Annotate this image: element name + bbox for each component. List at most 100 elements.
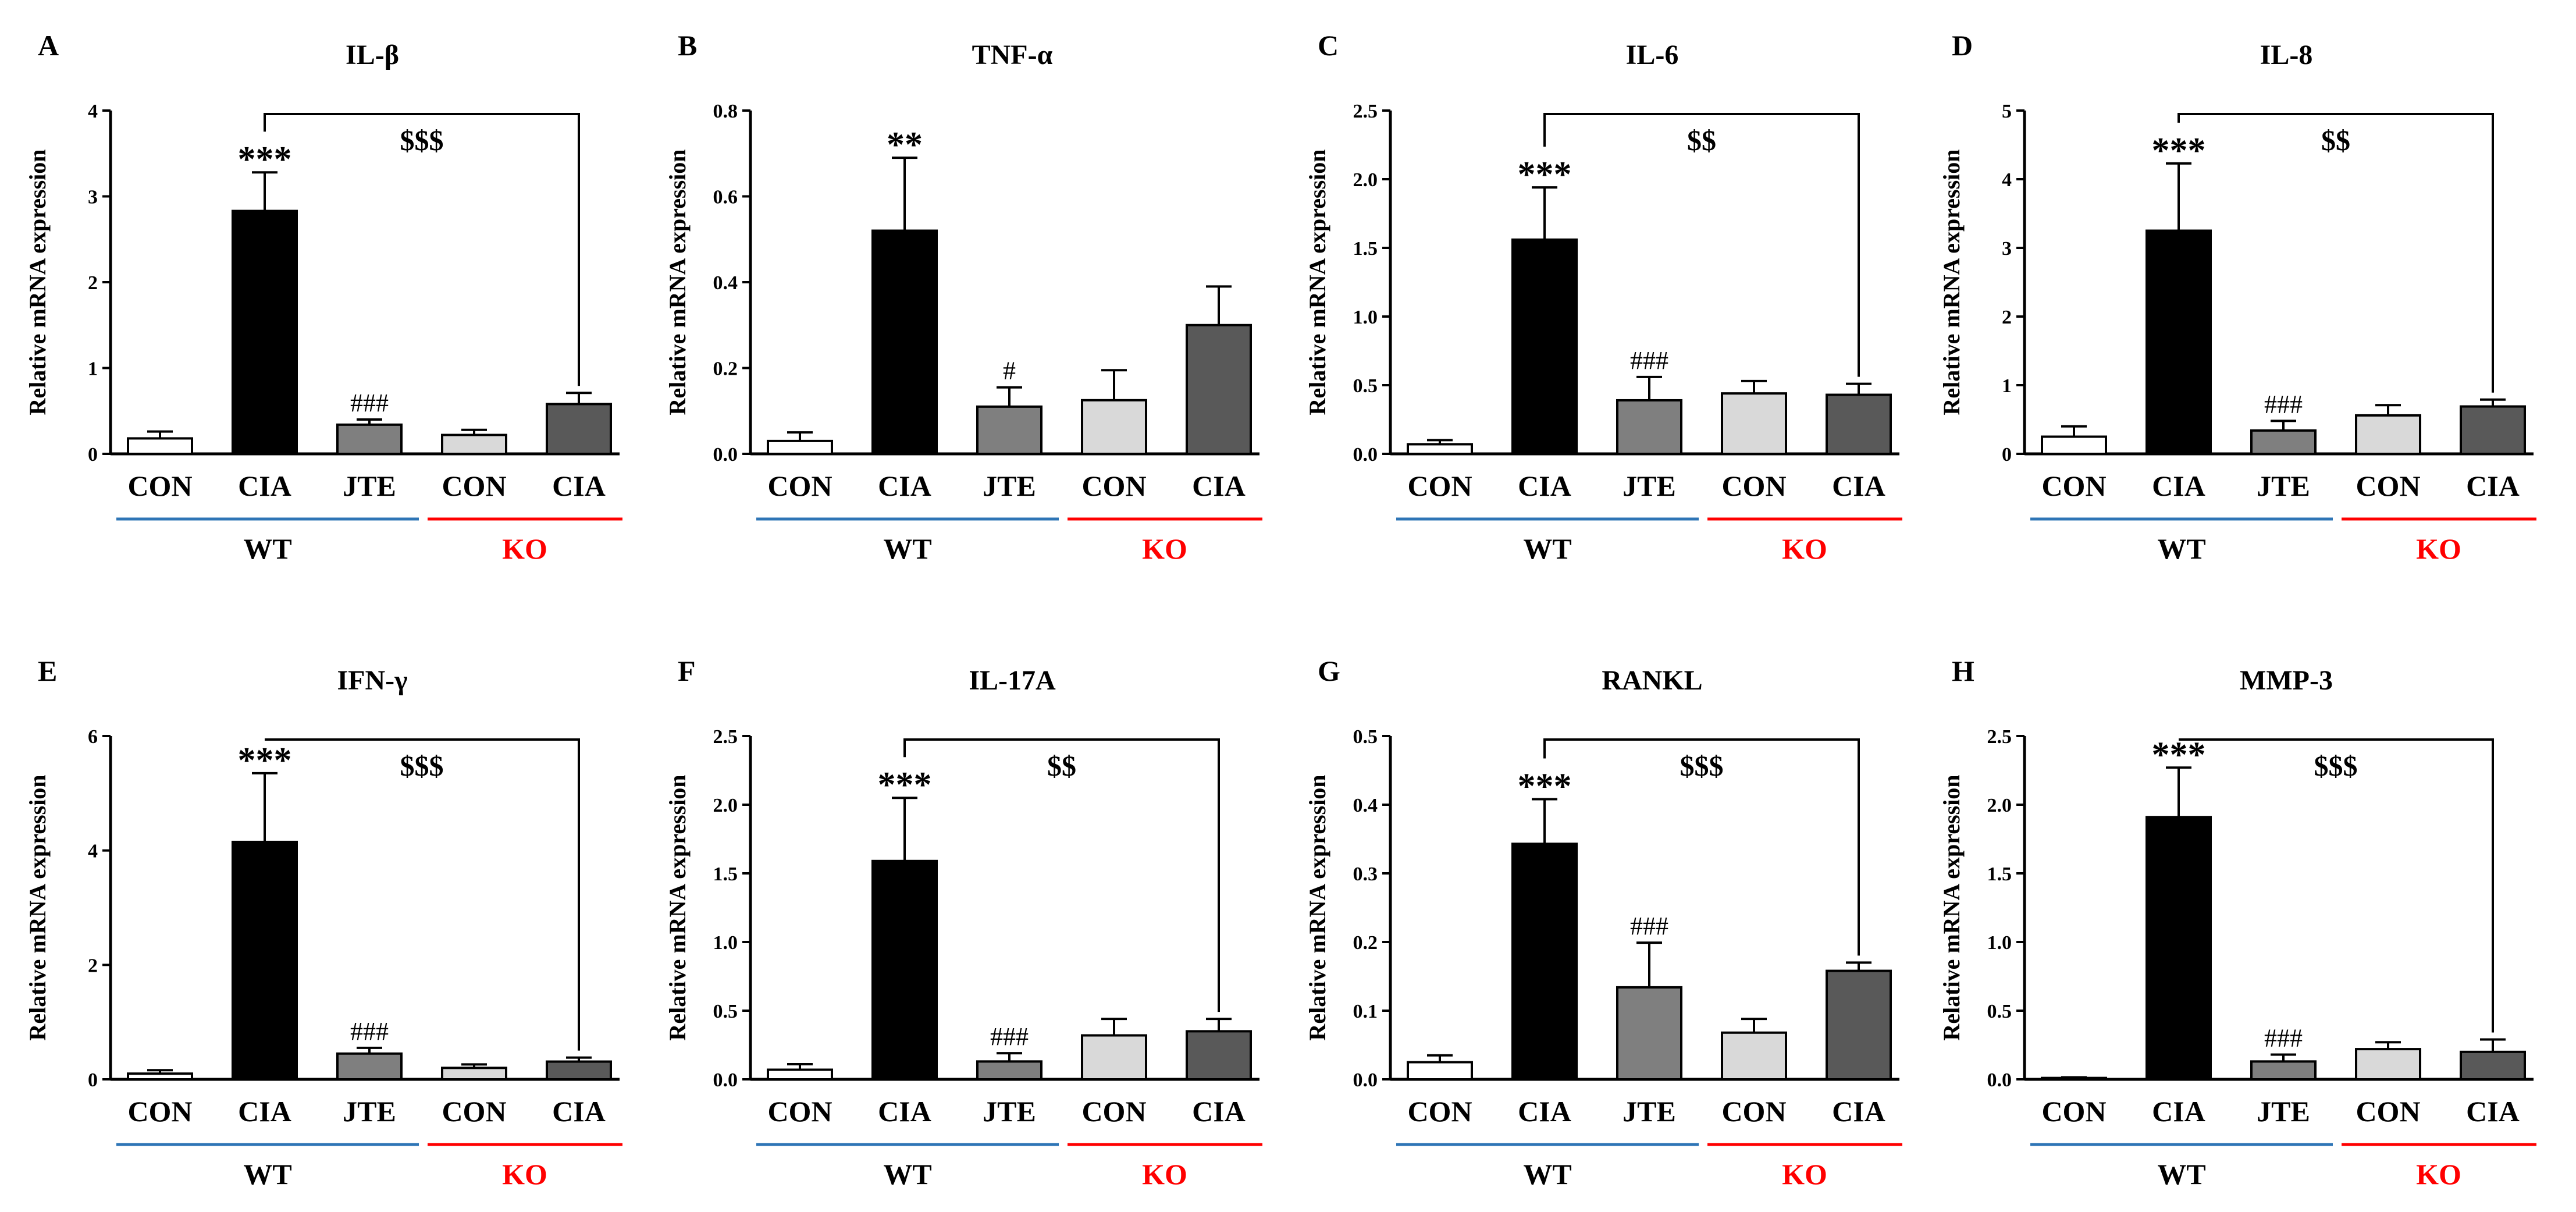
y-tick-label: 0.2 [1353,932,1378,954]
bar [2146,816,2212,1081]
y-tick-label: 0.0 [1353,1069,1378,1091]
significance-mark: # [1003,357,1016,385]
panel-title: IL-β [346,40,399,70]
y-tick-label: 0.4 [1353,795,1378,816]
category-label: CON [2041,1095,2106,1128]
significance-mark: *** [2152,131,2206,170]
y-tick-label: 6 [88,726,98,748]
bar [232,840,298,1081]
category-label: CON [127,470,192,502]
panel-title: IL-8 [2260,40,2313,70]
y-tick-label: 0.5 [1353,726,1378,748]
bar [1081,1034,1147,1081]
category-label: CON [1407,1095,1472,1128]
bar [1186,1030,1252,1081]
significance-mark: *** [238,140,292,179]
significance-mark: ### [1630,912,1668,940]
bracket-label: $$$ [2314,749,2358,782]
bar [1407,443,1473,455]
group-label-wt: WT [883,532,931,565]
y-tick-label: 0.2 [713,358,738,380]
group-label-ko: KO [1142,532,1187,565]
y-tick-label: 1.0 [713,932,738,954]
category-label: CIA [2466,1095,2520,1128]
category-label: CON [442,1095,506,1128]
y-tick-label: 4 [88,841,98,862]
y-tick-label: 0.0 [713,1069,738,1091]
bar [2146,229,2212,455]
bar [976,1060,1043,1081]
category-label: CON [127,1095,192,1128]
bar [546,403,612,456]
bracket-label: $$$ [1680,749,1724,782]
panel-title: IFN-γ [337,665,407,696]
panel-title: IL-17A [969,665,1056,696]
bar [767,1068,833,1081]
category-label: CIA [238,1095,291,1128]
group-label-ko: KO [1782,532,1827,565]
y-axis-label: Relative mRNA expression [24,150,51,415]
y-tick-label: 2.0 [713,795,738,816]
comparison-bracket [2177,113,2494,393]
category-label: JTE [1623,1095,1676,1128]
category-label: CON [767,470,832,502]
bar [127,1072,193,1081]
category-label: CIA [1518,470,1571,502]
y-tick-label: 1.0 [1987,932,2012,954]
y-tick-label: 0.0 [1987,1069,2012,1091]
bar [871,859,938,1081]
y-tick-label: 0.8 [713,101,738,122]
bar [441,1067,507,1081]
panel-label: A [38,29,59,62]
group-label-wt: WT [243,1158,291,1190]
panel-label: G [1318,655,1340,687]
category-label: CIA [878,1095,931,1128]
category-label: CIA [1832,470,1885,502]
bar [1721,1031,1787,1081]
panel-c: C IL-6 Relative mRNA expression 0.0 0.5 1.0 1.… [1304,29,1902,565]
comparison-bracket [2179,738,2494,1033]
bar [2355,414,2421,455]
y-tick-label: 1.5 [1987,863,2012,885]
group-label-wt: WT [2157,532,2205,565]
group-label-wt: WT [243,532,291,565]
comparison-bracket [1543,738,1860,956]
y-tick-label: 1.5 [1353,238,1378,260]
panel-title: TNF-α [972,40,1053,70]
y-tick-label: 0.4 [713,272,738,294]
bar [2460,405,2526,456]
significance-mark: ** [887,125,923,165]
y-tick-label: 5 [2002,101,2012,122]
y-tick-label: 1.0 [1353,307,1378,328]
panel-d: D IL-8 Relative mRNA expression 0 1 2 3 4 5 CON **… [1938,29,2536,565]
group-label-wt: WT [1523,532,1571,565]
bar [2250,1060,2317,1081]
y-tick-label: 2 [88,955,98,976]
panel-label: B [678,29,697,62]
y-axis-label: Relative mRNA expression [1938,150,1965,415]
panel-b: B TNF-α Relative mRNA expression 0.0 0.2 0.4 0… [664,29,1262,565]
panel-label: E [38,655,57,687]
group-label-wt: WT [1523,1158,1571,1190]
significance-mark: ### [990,1022,1029,1051]
y-tick-label: 1 [2002,375,2012,397]
panel-label: H [1952,655,1974,687]
category-label: CIA [552,1095,606,1128]
category-label: JTE [983,470,1036,502]
group-label-ko: KO [2416,532,2461,565]
significance-mark: *** [238,741,292,780]
category-label: JTE [983,1095,1036,1128]
panel-title: RANKL [1602,665,1702,696]
y-tick-label: 1 [88,358,98,380]
bar [2250,429,2317,456]
y-axis-label: Relative mRNA expression [664,150,691,415]
panel-label: F [678,655,696,687]
y-tick-label: 2 [88,272,98,294]
panel-g: G RANKL Relative mRNA expression 0.0 0.1 0.2 0… [1304,655,1902,1190]
category-label: CON [1081,1095,1146,1128]
comparison-bracket [1543,113,1860,377]
category-label: CON [2356,470,2420,502]
significance-mark: ### [1630,346,1668,375]
bar [336,1052,403,1081]
